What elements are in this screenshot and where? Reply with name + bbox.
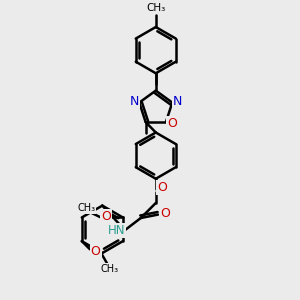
Text: O: O bbox=[167, 117, 177, 130]
Text: N: N bbox=[173, 94, 182, 108]
Text: N: N bbox=[129, 94, 139, 108]
Text: CH₃: CH₃ bbox=[100, 264, 118, 274]
Text: O: O bbox=[160, 207, 170, 220]
Text: CH₃: CH₃ bbox=[77, 203, 95, 213]
Text: HN: HN bbox=[107, 224, 125, 237]
Text: CH₃: CH₃ bbox=[146, 3, 165, 13]
Text: O: O bbox=[91, 245, 100, 258]
Text: O: O bbox=[101, 210, 111, 224]
Text: O: O bbox=[157, 181, 167, 194]
